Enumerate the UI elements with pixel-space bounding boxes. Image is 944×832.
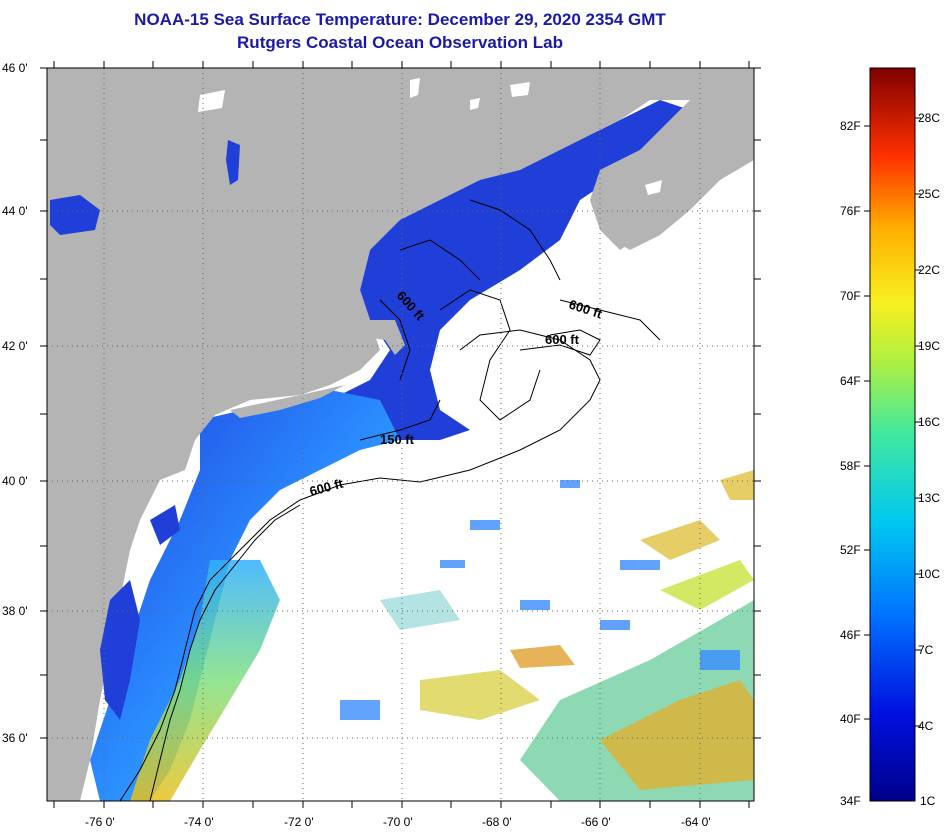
- map-title: NOAA-15 Sea Surface Temperature: Decembe…: [134, 10, 666, 29]
- lat-label-46: 46 0': [2, 61, 28, 75]
- lon-label-64: -64 0': [681, 815, 711, 829]
- map-layers: [47, 68, 754, 801]
- southern-shelf-water: [130, 560, 280, 801]
- lat-label-36: 36 0': [2, 731, 28, 745]
- lat-label-44: 44 0': [2, 204, 28, 218]
- land-snow-patches: [198, 78, 662, 195]
- cbar-f-40: 40F: [840, 712, 861, 726]
- cbar-c-16: 16C: [918, 415, 940, 429]
- mid-atlantic-shelf-water: [90, 390, 400, 801]
- cbar-c-4: 4C: [918, 719, 934, 733]
- map-frame: [46, 67, 755, 802]
- cbar-c-7: 7C: [918, 643, 934, 657]
- lon-label-66: -66 0': [581, 815, 611, 829]
- lon-label-74: -74 0': [184, 815, 214, 829]
- cbar-c-10: 10C: [918, 567, 940, 581]
- cbar-c-22: 22C: [918, 263, 940, 277]
- colorbar-fahrenheit-labels: 82F 76F 70F 64F 58F 52F 46F 40F 34F: [840, 119, 861, 808]
- cbar-f-76: 76F: [840, 204, 861, 218]
- delaware-bay: [150, 505, 180, 545]
- bathymetry-contours: [119, 199, 661, 801]
- contour-label-150ft: 150 ft: [380, 432, 415, 447]
- lon-label-70: -70 0': [383, 815, 413, 829]
- cbar-f-46: 46F: [840, 628, 861, 642]
- north-american-landmass: [47, 68, 754, 801]
- lat-label-42: 42 0': [2, 339, 28, 353]
- lon-label-76: -76 0': [85, 815, 115, 829]
- cbar-f-64: 64F: [840, 374, 861, 388]
- lake-champlain: [226, 140, 240, 185]
- cbar-f-58: 58F: [840, 459, 861, 473]
- graticule: [47, 68, 754, 801]
- cbar-c-19: 19C: [918, 339, 940, 353]
- scattered-patches: [340, 480, 740, 720]
- cbar-f-52: 52F: [840, 543, 861, 557]
- cbar-c-25: 25C: [918, 187, 940, 201]
- cbar-f-82: 82F: [840, 119, 861, 133]
- cbar-f-34: 34F: [840, 794, 861, 808]
- lat-label-38: 38 0': [2, 604, 28, 618]
- long-island: [230, 385, 345, 418]
- axis-ticks: [40, 61, 761, 808]
- contour-label-600ft-3: 600 ft: [545, 332, 580, 347]
- map-subtitle: Rutgers Coastal Ocean Observation Lab: [237, 33, 563, 52]
- chesapeake-bay: [100, 580, 140, 720]
- colorbar: [869, 67, 916, 802]
- gulf-stream-patches: [380, 470, 754, 801]
- lat-label-40: 40 0': [2, 474, 28, 488]
- longitude-labels: -76 0' -74 0' -72 0' -70 0' -68 0' -66 0…: [85, 815, 711, 829]
- cbar-c-28: 28C: [918, 111, 940, 125]
- cape-cod: [370, 320, 405, 355]
- lon-label-68: -68 0': [482, 815, 512, 829]
- cbar-c-13: 13C: [918, 491, 940, 505]
- colorbar-ticks: [864, 117, 921, 727]
- lake-ontario: [50, 195, 100, 235]
- lon-label-72: -72 0': [284, 815, 314, 829]
- colorbar-celsius-labels: 28C 25C 22C 19C 16C 13C 10C 7C 4C 1C: [918, 111, 940, 808]
- latitude-labels: 46 0' 44 0' 42 0' 40 0' 38 0' 36 0': [2, 61, 28, 745]
- nova-scotia: [595, 110, 754, 250]
- cbar-f-70: 70F: [840, 289, 861, 303]
- cbar-c-1: 1C: [920, 794, 936, 808]
